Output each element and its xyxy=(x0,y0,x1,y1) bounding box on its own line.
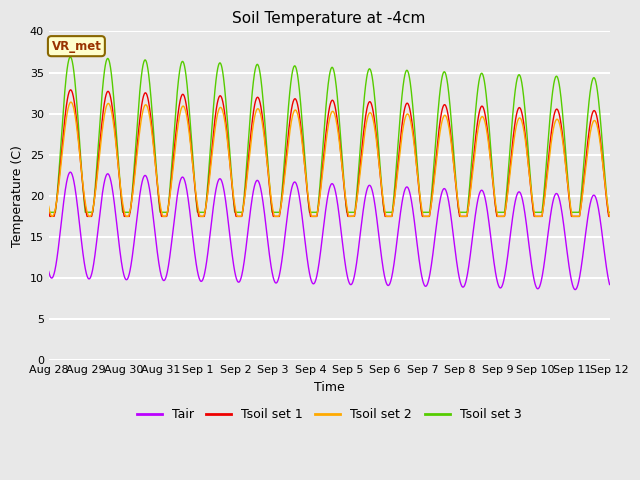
Legend: Tair, Tsoil set 1, Tsoil set 2, Tsoil set 3: Tair, Tsoil set 1, Tsoil set 2, Tsoil se… xyxy=(132,403,527,426)
X-axis label: Time: Time xyxy=(314,381,344,394)
Text: VR_met: VR_met xyxy=(51,40,101,53)
Title: Soil Temperature at -4cm: Soil Temperature at -4cm xyxy=(232,11,426,26)
Y-axis label: Temperature (C): Temperature (C) xyxy=(11,145,24,247)
